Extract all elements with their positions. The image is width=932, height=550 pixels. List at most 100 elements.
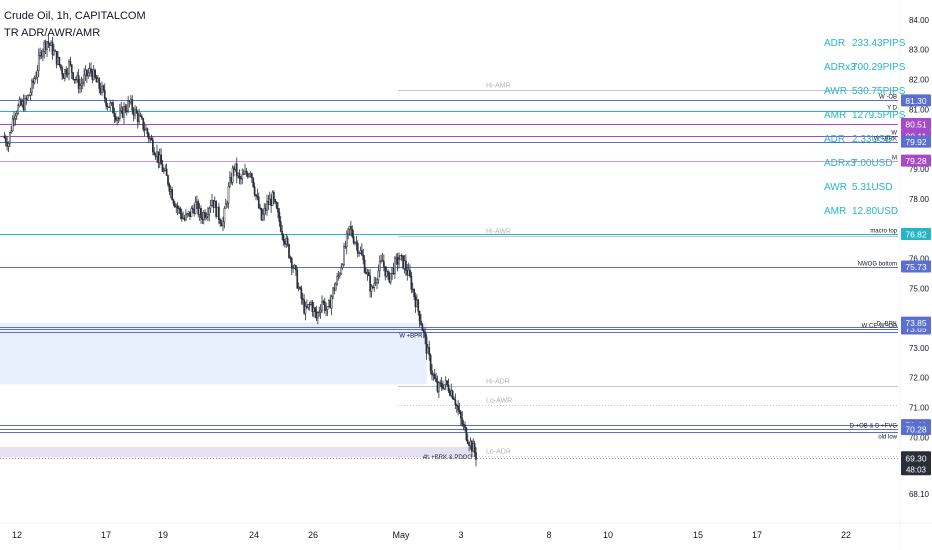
candle-body [319,309,322,313]
level-label: W [891,131,897,137]
candle-body [222,221,224,227]
candle-body [120,107,123,112]
candle-body [200,208,202,219]
candle-body [406,269,409,276]
candle-body [98,78,101,89]
candle-body [65,69,68,75]
candle-body [183,217,186,221]
candle-body [190,208,193,217]
candle-body [369,275,371,292]
candle-body [325,309,327,311]
level-label: Hi-AWR [486,229,511,236]
candle-body [457,405,459,411]
price-tag-3[interactable] [901,117,931,130]
candle-body [238,173,241,179]
candle-body [367,272,370,277]
candle-body [86,69,88,77]
candle-body [453,398,455,401]
candle-body [132,109,135,116]
candle-body [18,99,21,106]
price-tag-15[interactable] [901,423,931,436]
candle-body [164,168,167,171]
candle-body [161,164,164,172]
candle-body [431,370,433,376]
candle-body [128,100,131,103]
candle-body [400,255,403,257]
candle-body [165,168,168,176]
candle-body [194,201,197,214]
candle-body [102,85,105,91]
candle-body [189,211,191,217]
candle-body [245,170,248,175]
candle-body [365,272,367,274]
level-label: Y D [887,106,898,112]
candle-body [304,306,307,314]
candle-body [62,73,65,79]
price-tag-9[interactable] [901,260,931,273]
x-tick-label: 10 [603,530,613,540]
candle-body [218,206,220,220]
candle-body [389,272,392,283]
candle-body [50,41,52,46]
candle-body [299,286,301,289]
candle-body [363,259,366,273]
candle-body [33,78,36,83]
last-price-tag[interactable] [901,451,931,476]
stat-label: ADRx3 [824,158,856,169]
candle-body [135,108,138,114]
candle-body [174,203,176,208]
candle-body [301,298,304,300]
candle-body [469,440,472,446]
candle-body [123,106,125,118]
candle-body [153,151,156,156]
candle-body [83,74,85,83]
price-tag-extra[interactable] [901,316,931,329]
candle-body [303,299,305,314]
candle-body [337,275,340,277]
candle-body [259,207,261,209]
level-label: Lo-AWR [486,398,512,405]
candle-body [223,208,226,223]
price-tag-7[interactable] [901,228,931,241]
candle-body [106,105,109,108]
price-tag-6[interactable] [901,154,931,167]
candle-body [356,243,359,254]
candle-body [70,64,73,73]
candle-body [154,154,157,157]
candle-body [79,85,81,89]
candle-body [377,270,380,281]
candle-body [340,267,343,275]
indicator-name[interactable]: TR ADR/AWR/AMR [4,27,101,39]
candle-body [462,424,465,426]
candle-body [413,288,415,298]
candle-body [114,116,117,121]
x-tick-label: May [392,530,410,540]
candle-body [171,189,173,201]
x-tick-label: 24 [249,530,259,540]
candle-body [422,330,425,333]
candle-body [105,98,107,107]
candle-body [336,276,338,285]
candle-body [11,118,14,132]
candle-body [26,95,29,100]
candle-body [179,208,182,214]
candle-body [69,61,72,65]
candle-body [451,390,454,399]
candle-body [461,417,464,425]
candle-body [385,270,388,277]
candle-body [113,112,116,117]
price-tag-1[interactable] [901,94,931,107]
candle-body [450,390,453,396]
y-tick-label: 68.10 [909,490,930,499]
price-tag-5[interactable] [901,135,931,148]
y-tick-label: 78.00 [909,195,930,204]
candle-body [300,288,303,299]
candle-body [391,267,393,274]
candle-body [444,380,447,385]
candle-body [442,386,444,389]
candle-body [61,67,63,75]
candle-body [87,72,90,77]
candle-body [36,70,39,78]
candle-body [322,301,325,303]
